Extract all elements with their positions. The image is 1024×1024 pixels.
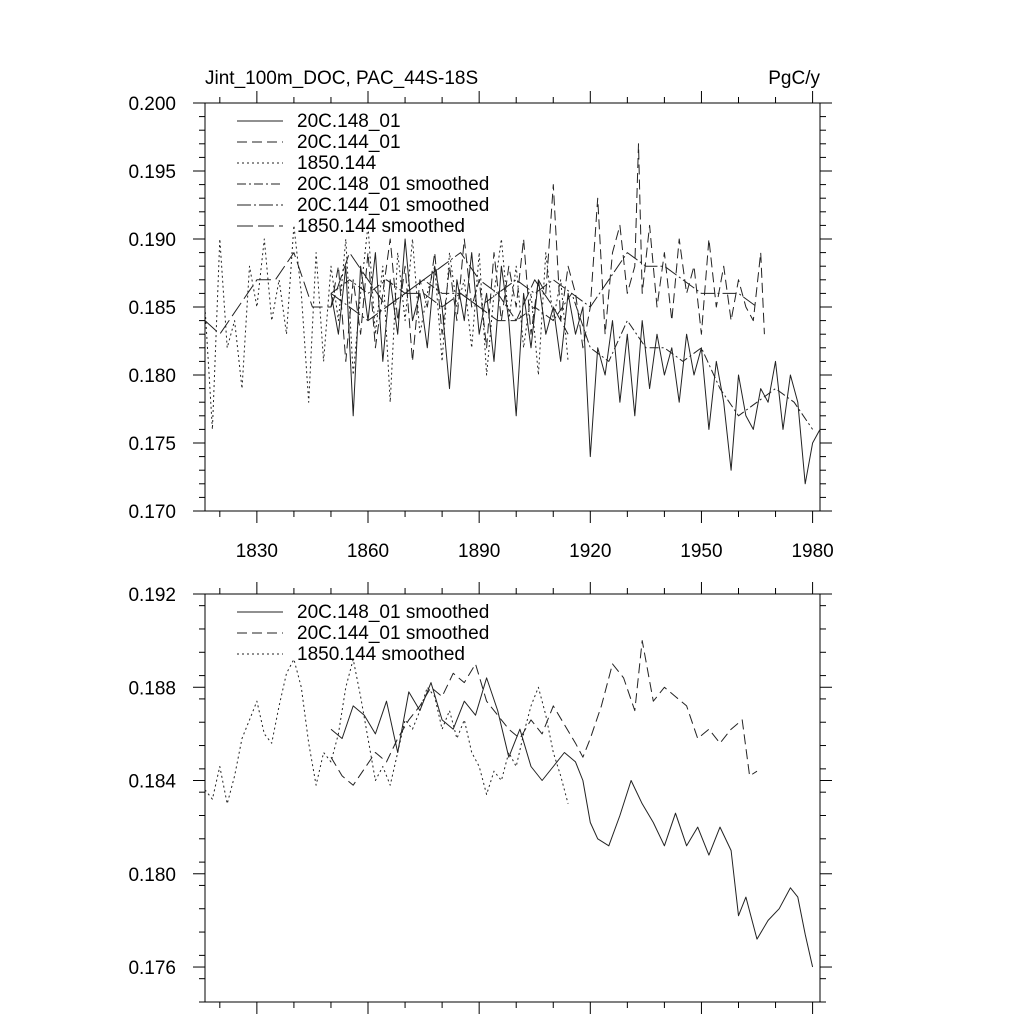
y-tick-label: 0.200 — [128, 94, 176, 115]
legend-label: 1850.144 — [297, 153, 377, 174]
x-tick-label: 1860 — [347, 541, 389, 562]
y-tick-label: 0.188 — [128, 678, 176, 699]
x-tick-label: 1890 — [458, 541, 500, 562]
y-tick-label: 0.185 — [128, 298, 176, 319]
top-panel: Jint_100m_DOC, PAC_44S-18S PgC/y 1830 186… — [128, 68, 833, 562]
top-series-group — [204, 143, 821, 485]
y-tick-label: 0.170 — [128, 502, 176, 523]
series-line-1850-144-smoothed — [204, 252, 569, 335]
units-label: PgC/y — [768, 68, 820, 89]
y-tick-label: 0.180 — [128, 366, 176, 387]
legend-label: 20C.144_01 — [297, 132, 401, 153]
y-tick-label: 0.180 — [128, 865, 176, 886]
x-tick-label: 1980 — [791, 541, 833, 562]
bottom-panel: 0.176 0.180 0.184 0.188 0.192 20C.148_01 smo… — [128, 582, 832, 1014]
y-tick-label: 0.176 — [128, 958, 176, 979]
bottom-plot-frame — [204, 593, 821, 1003]
series-line-20c-144-01-smoothed — [330, 640, 758, 786]
series-line-20c-144-01-smoothed — [330, 252, 758, 322]
legend-label: 20C.148_01 — [297, 111, 401, 132]
series-line-20c-148-01 — [330, 238, 821, 485]
x-tick-label: 1950 — [680, 541, 722, 562]
series-line-20c-148-01-smoothed — [330, 279, 814, 430]
series-line-1850-144-smoothed — [204, 658, 569, 805]
legend-label: 1850.144 smoothed — [297, 644, 465, 665]
x-tick-label: 1830 — [236, 541, 278, 562]
series-line-20c-148-01-smoothed — [330, 677, 814, 968]
legend-label: 20C.148_01 smoothed — [297, 174, 489, 195]
bottom-axes: 0.176 0.180 0.184 0.188 0.192 — [128, 582, 832, 1014]
y-tick-label: 0.192 — [128, 585, 176, 606]
series-line-1850-144 — [204, 224, 569, 430]
x-tick-label: 1920 — [569, 541, 611, 562]
y-tick-label: 0.175 — [128, 434, 176, 455]
y-tick-label: 0.184 — [128, 772, 176, 793]
series-line-20c-144-01 — [330, 143, 765, 362]
y-tick-label: 0.195 — [128, 162, 176, 183]
legend-label: 1850.144 smoothed — [297, 216, 465, 237]
chart-title: Jint_100m_DOC, PAC_44S-18S — [205, 68, 478, 89]
legend-label: 20C.148_01 smoothed — [297, 602, 489, 623]
y-tick-label: 0.190 — [128, 230, 176, 251]
legend-label: 20C.144_01 smoothed — [297, 623, 489, 644]
bottom-series-group — [204, 640, 814, 968]
legend-label: 20C.144_01 smoothed — [297, 195, 489, 216]
top-axes: 1830 1860 1890 1920 1950 1980 0.170 0.175 0.180 0… — [128, 91, 834, 562]
